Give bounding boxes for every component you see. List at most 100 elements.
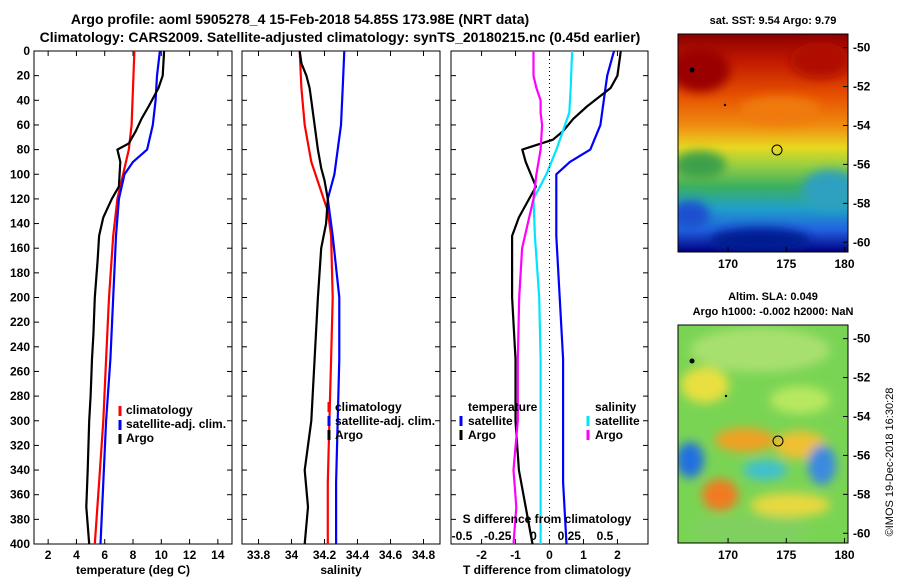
- difference-series: [510, 50, 622, 545]
- difference-s-xlabel: S difference from climatology: [463, 512, 632, 526]
- x-tick-label: 0: [546, 548, 553, 562]
- sla-map-image: [678, 325, 848, 543]
- depth-tick-label: 140: [10, 217, 30, 231]
- depth-tick-label: 60: [17, 118, 31, 132]
- depth-tick-label: 40: [17, 93, 31, 107]
- depth-tick-label: 80: [17, 143, 31, 157]
- sst-map-frame: [677, 33, 849, 253]
- salinity-y-ticks: [242, 50, 440, 545]
- depth-tick-label: 320: [10, 438, 30, 452]
- sla-map-subtitle: Argo h1000: -0.002 h2000: NaN: [693, 306, 854, 318]
- temperature-depth-axis: 0 20 40 60 80 100 120 140 160 180 200 220 240 260 280 3…: [10, 44, 232, 551]
- lat-tick-label: -60: [853, 235, 871, 249]
- figure-title-line1: Argo profile: aoml 5905278_4 15-Feb-2018…: [71, 11, 529, 27]
- salinity-legend: climatology satellite-adj. clim. Argo: [327, 400, 435, 442]
- x-tick-label: 6: [101, 548, 108, 562]
- sst-map-image: [678, 34, 848, 252]
- land-marker: [724, 394, 728, 398]
- figure-title-line2: Climatology: CARS2009. Satellite-adjuste…: [40, 29, 641, 45]
- s-tick-label: -0.5: [452, 529, 473, 543]
- lat-tick-label: -58: [853, 196, 871, 210]
- legend-label-climatology: climatology: [335, 400, 402, 414]
- lat-tick-label: -52: [853, 80, 871, 94]
- legend-title-temperature: temperature: [468, 400, 538, 414]
- lat-tick-label: -54: [853, 409, 871, 423]
- depth-tick-label: 0: [23, 44, 30, 58]
- lon-tick-label: 170: [718, 257, 738, 271]
- lat-tick-label: -50: [853, 41, 871, 55]
- x-tick-label: 34.2: [313, 548, 337, 562]
- difference-legend-temperature: temperature satellite Argo: [459, 400, 538, 442]
- sst-lon-axis: 170 175 180: [718, 247, 855, 271]
- land-marker: [689, 67, 695, 73]
- depth-tick-label: 340: [10, 463, 30, 477]
- sla-lat-axis: -50 -52 -54 -56 -58 -60: [843, 332, 871, 540]
- legend-label-climatology: climatology: [126, 403, 193, 417]
- lat-tick-label: -56: [853, 448, 871, 462]
- salinity-xlabel: salinity: [320, 563, 362, 577]
- series-line-argo: [85, 50, 166, 545]
- sst-map: sat. SST: 9.54 Argo: 9.79 -50-52-54-56-5…: [677, 15, 871, 271]
- legend-label-argo: Argo: [335, 428, 363, 442]
- x-tick-label: 14: [211, 548, 225, 562]
- depth-tick-label: 240: [10, 340, 30, 354]
- depth-tick-label: 380: [10, 512, 30, 526]
- lat-tick-label: -52: [853, 371, 871, 385]
- land-marker: [723, 103, 727, 107]
- series-line-climatology: [93, 50, 136, 545]
- series-line-s-satellite: [532, 50, 574, 544]
- depth-tick-label: 300: [10, 414, 30, 428]
- series-line-s-argo: [512, 51, 544, 545]
- argo-location-marker: [772, 435, 784, 447]
- depth-tick-label: 220: [10, 315, 30, 329]
- difference-panel: -2 -1 0 1 2 -0.5 -0.25 0 0.25 0.5 S difference f…: [450, 50, 649, 577]
- x-tick-label: 33.8: [247, 548, 271, 562]
- x-tick-label: 4: [73, 548, 80, 562]
- depth-tick-label: 280: [10, 389, 30, 403]
- x-tick-label: 34.4: [346, 548, 370, 562]
- lat-tick-label: -60: [853, 526, 871, 540]
- series-line-satellite-adj-clim-: [326, 50, 346, 544]
- depth-tick-label: 260: [10, 364, 30, 378]
- sst-lat-axis: -50 -52 -54 -56 -58 -60: [843, 41, 871, 249]
- x-tick-label: 34.6: [379, 548, 403, 562]
- x-tick-label: 8: [130, 548, 137, 562]
- legend-label-s-satellite: satellite: [595, 414, 640, 428]
- sla-map: Altim. SLA: 0.049 Argo h1000: -0.002 h20…: [677, 291, 871, 562]
- s-tick-label: 0.5: [597, 529, 614, 543]
- difference-legend-salinity: salinity satellite Argo: [586, 400, 640, 442]
- temperature-xlabel: temperature (deg C): [76, 563, 190, 577]
- depth-tick-label: 180: [10, 266, 30, 280]
- lon-tick-label: 180: [834, 548, 854, 562]
- lon-tick-label: 170: [718, 548, 738, 562]
- argo-location-marker: [771, 144, 783, 156]
- sla-map-title: Altim. SLA: 0.049: [728, 291, 818, 303]
- depth-tick-label: 100: [10, 167, 30, 181]
- difference-t-xlabel: T difference from climatology: [463, 563, 631, 577]
- salinity-panel: 33.8 34 34.2 34.4 34.6 34.8 salinity climatol…: [241, 50, 441, 577]
- legend-label-satellite: satellite-adj. clim.: [335, 414, 435, 428]
- legend-title-salinity: salinity: [595, 400, 637, 414]
- land-marker: [689, 358, 695, 364]
- depth-tick-label: 120: [10, 192, 30, 206]
- x-tick-label: -2: [476, 548, 487, 562]
- x-tick-label: 34: [285, 548, 299, 562]
- s-tick-label: 0.25: [558, 529, 582, 543]
- difference-y-ticks: [451, 50, 648, 545]
- lat-tick-label: -50: [853, 332, 871, 346]
- salinity-x-axis: 33.8 34 34.2 34.4 34.6 34.8: [247, 51, 436, 562]
- x-tick-label: 2: [614, 548, 621, 562]
- lat-tick-label: -58: [853, 487, 871, 501]
- sst-map-title: sat. SST: 9.54 Argo: 9.79: [710, 15, 837, 27]
- x-tick-label: 10: [155, 548, 169, 562]
- s-tick-label: -0.25: [484, 529, 512, 543]
- lon-tick-label: 180: [834, 257, 854, 271]
- difference-plot-frame: [450, 50, 649, 545]
- legend-label-satellite: satellite-adj. clim.: [126, 417, 226, 431]
- lat-tick-label: -54: [853, 118, 871, 132]
- difference-s-axis: -0.5 -0.25 0 0.25 0.5: [452, 529, 614, 543]
- sla-lon-axis: 170 175 180: [718, 538, 855, 562]
- sla-map-frame: [677, 324, 849, 544]
- series-line-t-satellite: [555, 50, 616, 545]
- legend-label-t-argo: Argo: [468, 428, 496, 442]
